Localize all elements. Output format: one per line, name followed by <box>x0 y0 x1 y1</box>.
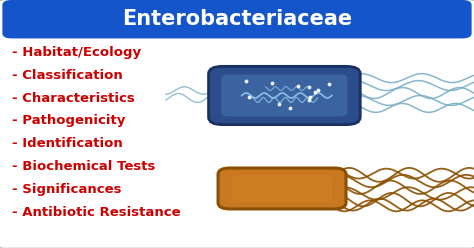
FancyBboxPatch shape <box>218 168 346 209</box>
FancyBboxPatch shape <box>221 74 347 117</box>
Text: - Significances: - Significances <box>12 183 121 196</box>
Text: Enterobacteriaceae: Enterobacteriaceae <box>122 9 352 29</box>
Text: - Habitat/Ecology: - Habitat/Ecology <box>12 46 141 59</box>
FancyBboxPatch shape <box>209 66 360 125</box>
Text: - Classification: - Classification <box>12 69 123 82</box>
Text: - Antibiotic Resistance: - Antibiotic Resistance <box>12 206 181 218</box>
Text: - Characteristics: - Characteristics <box>12 92 135 104</box>
FancyBboxPatch shape <box>2 0 472 38</box>
FancyBboxPatch shape <box>232 176 332 201</box>
Text: - Biochemical Tests: - Biochemical Tests <box>12 160 155 173</box>
Text: - Identification: - Identification <box>12 137 123 150</box>
Text: - Pathogenicity: - Pathogenicity <box>12 114 125 127</box>
